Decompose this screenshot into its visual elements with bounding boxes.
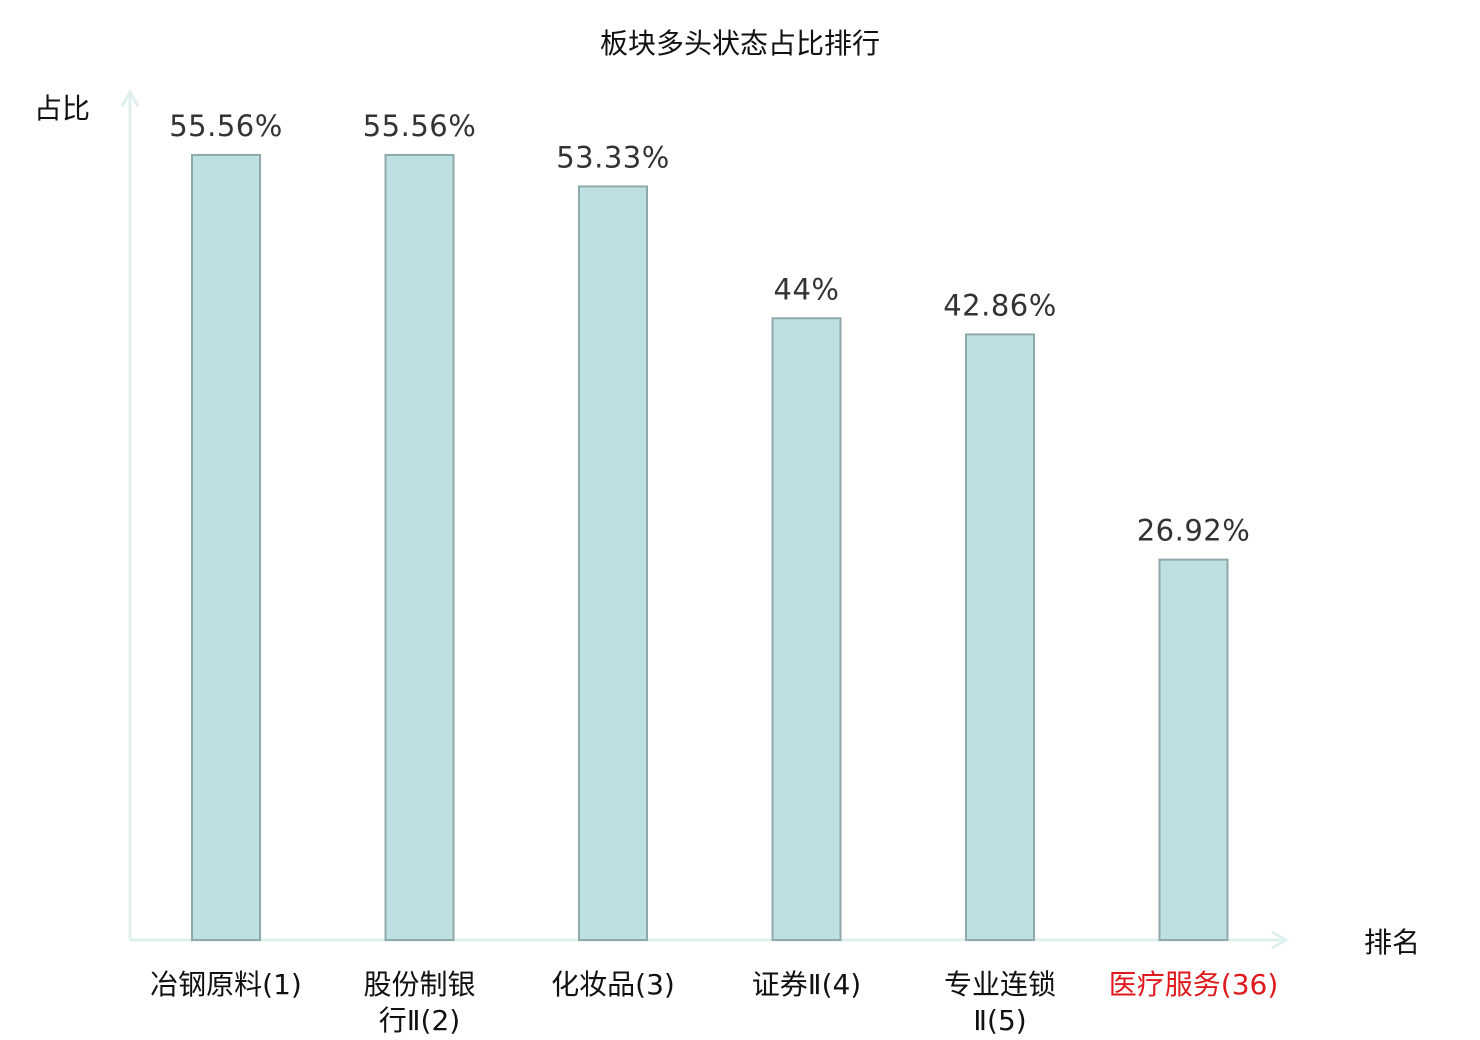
bars-group xyxy=(191,153,1229,942)
x-tick-label-3-line-1: 化妆品 xyxy=(551,968,635,1001)
x-tick-label-6: 医疗服务(36) xyxy=(1109,968,1279,1001)
x-axis-label: 排名 xyxy=(1364,926,1420,959)
value-label-3: 53.33% xyxy=(556,140,670,174)
axes xyxy=(120,88,1290,950)
x-tick-label-5-line-1: 专业连锁 xyxy=(944,968,1056,1001)
bar-1 xyxy=(191,153,261,941)
value-label-5: 42.86% xyxy=(943,288,1057,322)
x-tick-label-3: 化妆品(3) xyxy=(551,968,675,1001)
x-tick-label-5: 专业连锁 Ⅱ(5) xyxy=(944,968,1056,1037)
bar-4 xyxy=(771,317,842,941)
value-labels-group: 55.56% 55.56% 53.33% 44% 42.86% 26.92% xyxy=(169,109,1250,548)
bar-3 xyxy=(578,185,648,942)
chart-title: 板块多头状态占比排行 xyxy=(600,27,880,60)
x-tick-label-1: 冶钢原料(1) xyxy=(150,968,302,1001)
bar-5 xyxy=(965,333,1035,942)
x-tick-label-2: 股份制银行Ⅱ(2) xyxy=(363,968,475,1037)
y-axis-label: 占比 xyxy=(34,92,90,125)
x-tick-label-1-line-2: (1) xyxy=(262,968,302,1001)
x-tick-label-2-line-2: 行Ⅱ(2) xyxy=(379,1004,460,1037)
value-label-4: 44% xyxy=(774,272,840,306)
x-axis-arrow xyxy=(1271,930,1290,950)
x-tick-label-1-line-1: 冶钢原料 xyxy=(150,968,262,1001)
x-tick-label-4-line-1: 证券Ⅱ xyxy=(752,968,822,1001)
value-label-1: 55.56% xyxy=(169,109,283,143)
x-tick-label-3-line-2: (3) xyxy=(635,968,675,1001)
y-axis-arrow xyxy=(120,88,140,107)
x-tick-label-2-line-1: 股份制银 xyxy=(363,968,475,1001)
bar-6 xyxy=(1158,558,1229,942)
x-tick-label-6-line-1: 医疗服务 xyxy=(1109,968,1221,1001)
bar-2 xyxy=(384,153,455,941)
value-label-6: 26.92% xyxy=(1137,514,1251,548)
x-tick-label-6-line-2: (36) xyxy=(1221,968,1278,1001)
x-tick-label-5-line-2: Ⅱ(5) xyxy=(973,1004,1026,1037)
x-tick-label-4-line-2: (4) xyxy=(822,968,862,1001)
x-tick-labels-group: 冶钢原料(1) 股份制银行Ⅱ(2) 化妆品(3) 证券Ⅱ(4) 专业连锁 Ⅱ(5) 医疗服务… xyxy=(150,968,1278,1037)
value-label-2: 55.56% xyxy=(363,109,477,143)
x-tick-label-4: 证券Ⅱ(4) xyxy=(752,968,861,1001)
